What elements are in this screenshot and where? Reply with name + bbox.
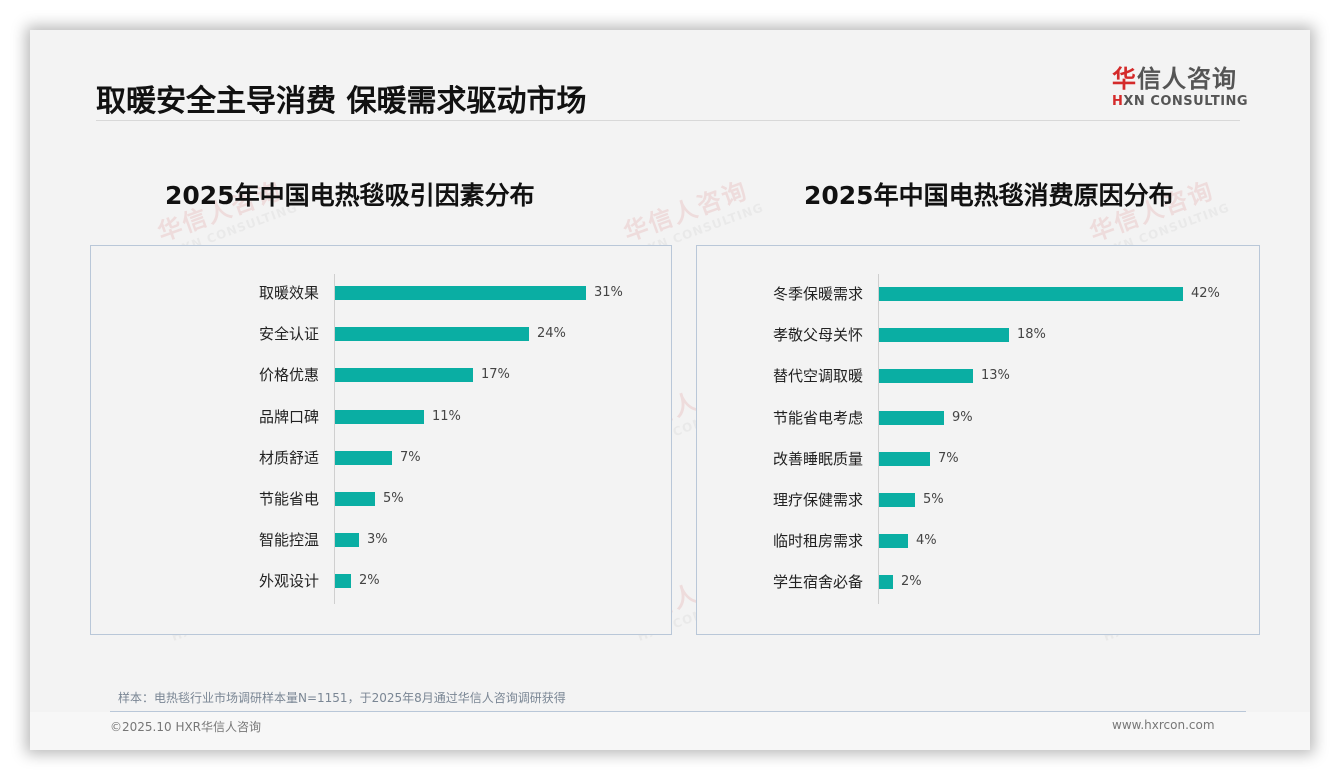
- value-label: 4%: [916, 533, 937, 549]
- category-label: 替代空调取暖: [772, 367, 863, 386]
- value-label: 2%: [359, 573, 380, 589]
- bar: [335, 327, 529, 342]
- chart-title-right: 2025年中国电热毯消费原因分布: [804, 181, 1174, 210]
- chart-panel-attraction-factors: 取暖效果 31% 安全认证 24% 价格优惠 17% 品牌口碑 11% 材质舒适 7% 节能省电 5%…: [90, 245, 672, 635]
- bar: [879, 493, 915, 507]
- website-text: www.hxrcon.com: [1112, 718, 1215, 732]
- footer-band: [30, 712, 1310, 750]
- chart-panel-consumption-reasons: 冬季保暖需求 42% 孝敬父母关怀 18% 替代空调取暖 13% 节能省电考虑 9% 改善睡眠质…: [696, 245, 1260, 635]
- value-label: 3%: [367, 532, 388, 548]
- value-label: 9%: [952, 409, 973, 425]
- value-label: 11%: [432, 408, 461, 424]
- brand-logo: 华信人咨询 HXN CONSULTING: [1112, 66, 1248, 109]
- bar: [335, 368, 473, 383]
- category-label: 智能控温: [258, 531, 319, 550]
- bar: [879, 534, 908, 549]
- watermark-cn: 华信人咨询: [620, 176, 752, 247]
- logo-cn-text: 信人咨询: [1137, 65, 1237, 93]
- bar: [335, 492, 375, 506]
- bar: [879, 287, 1183, 301]
- bar: [879, 369, 973, 384]
- category-label: 材质舒适: [258, 448, 319, 467]
- category-label: 节能省电: [258, 490, 319, 508]
- value-label: 2%: [901, 574, 922, 590]
- category-label: 取暖效果: [258, 284, 319, 302]
- logo-cn-accent: 华: [1112, 65, 1137, 93]
- category-label: 品牌口碑: [258, 407, 319, 426]
- category-label: 冬季保暖需求: [772, 285, 863, 303]
- page-title: 取暖安全主导消费 保暖需求驱动市场: [96, 84, 587, 119]
- slide: 华信人咨询 HXN CONSULTING 华信人咨询 HXN CONSULTING 华信…: [30, 30, 1310, 750]
- logo-en-accent: H: [1112, 94, 1124, 109]
- logo-cn: 华信人咨询: [1112, 66, 1242, 92]
- bar: [879, 328, 1009, 343]
- value-label: 24%: [537, 326, 566, 342]
- bar: [335, 533, 359, 548]
- category-axis: [878, 274, 879, 604]
- value-label: 31%: [594, 285, 623, 300]
- bar: [335, 409, 424, 424]
- value-label: 7%: [938, 450, 959, 466]
- bar: [335, 574, 351, 589]
- footer-divider: [110, 711, 1246, 712]
- bar: [335, 286, 586, 300]
- category-label: 改善睡眠质量: [772, 449, 863, 468]
- bar: [879, 451, 930, 466]
- category-label: 价格优惠: [258, 366, 319, 385]
- value-label: 42%: [1191, 286, 1220, 301]
- logo-en: HXN CONSULTING: [1112, 94, 1248, 109]
- value-label: 5%: [923, 492, 944, 507]
- copyright-text: ©2025.10 HXR华信人咨询: [110, 720, 262, 734]
- sample-note: 样本：电热毯行业市场调研样本量N=1151，于2025年8月通过华信人咨询调研获…: [118, 691, 566, 705]
- category-label: 学生宿舍必备: [772, 573, 863, 592]
- logo-en-text: XN CONSULTING: [1123, 94, 1249, 109]
- category-label: 孝敬父母关怀: [772, 326, 863, 345]
- category-label: 理疗保健需求: [772, 491, 863, 509]
- value-label: 5%: [383, 491, 404, 506]
- category-label: 外观设计: [258, 572, 319, 591]
- value-label: 17%: [481, 367, 510, 383]
- chart-title-left: 2025年中国电热毯吸引因素分布: [165, 181, 535, 210]
- value-label: 18%: [1017, 327, 1046, 343]
- category-axis: [334, 274, 335, 604]
- value-label: 7%: [400, 449, 421, 465]
- bar: [335, 450, 392, 465]
- category-label: 临时租房需求: [772, 532, 863, 551]
- category-label: 安全认证: [258, 325, 319, 344]
- title-divider: [96, 120, 1240, 121]
- bar: [879, 410, 944, 425]
- category-label: 节能省电考虑: [772, 408, 863, 427]
- value-label: 13%: [981, 368, 1010, 384]
- bar: [879, 575, 893, 590]
